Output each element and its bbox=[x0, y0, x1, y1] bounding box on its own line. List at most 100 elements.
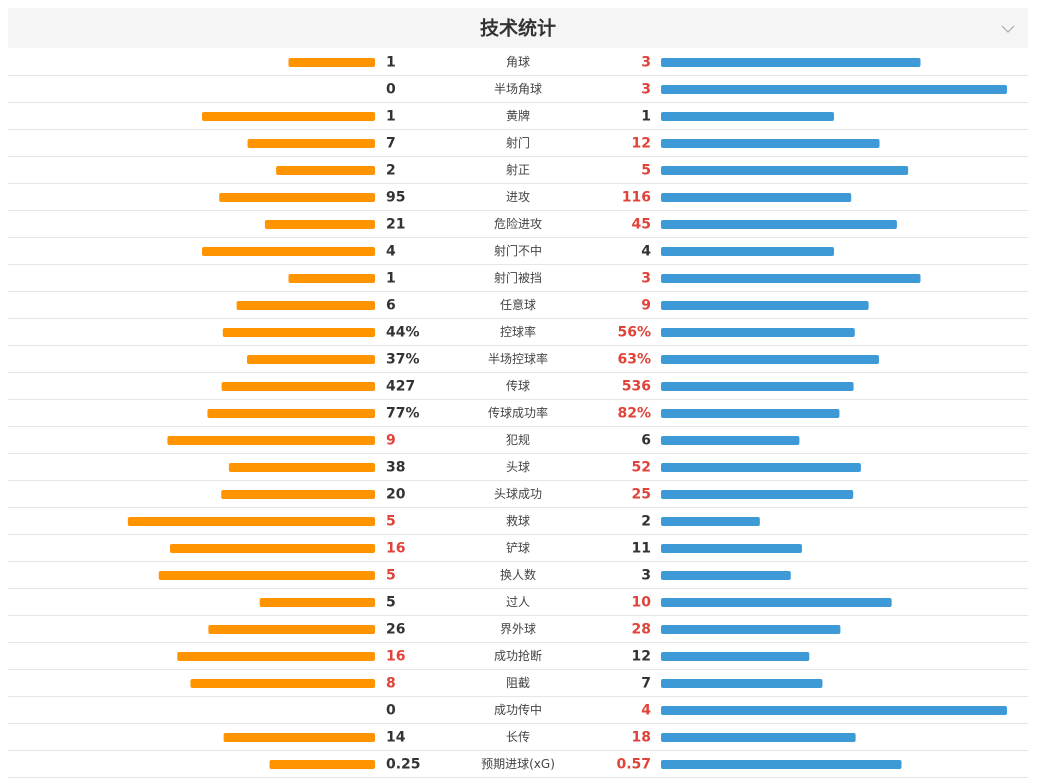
away-value: 3 bbox=[641, 271, 651, 287]
away-bar bbox=[661, 193, 852, 202]
home-bar bbox=[236, 301, 375, 310]
home-bar bbox=[202, 112, 375, 121]
home-bar bbox=[127, 517, 375, 526]
home-value: 26 bbox=[386, 622, 405, 638]
home-bar bbox=[246, 355, 375, 364]
home-bar bbox=[288, 274, 375, 283]
away-bar bbox=[661, 220, 897, 229]
stat-label: 长传 bbox=[506, 729, 530, 744]
away-value: 3 bbox=[641, 82, 651, 98]
away-value: 0.57 bbox=[616, 757, 651, 773]
home-bar bbox=[264, 220, 375, 229]
home-value: 37% bbox=[386, 352, 420, 368]
home-value: 95 bbox=[386, 190, 405, 206]
home-bar bbox=[276, 166, 375, 175]
home-value: 14 bbox=[386, 730, 406, 746]
home-bar bbox=[228, 463, 375, 472]
home-value: 4 bbox=[386, 244, 396, 260]
away-value: 9 bbox=[641, 298, 651, 314]
home-value: 20 bbox=[386, 487, 406, 503]
away-bar bbox=[661, 112, 834, 121]
away-value: 82% bbox=[617, 406, 651, 422]
away-value: 25 bbox=[632, 487, 651, 503]
home-value: 21 bbox=[386, 217, 405, 233]
away-value: 10 bbox=[632, 595, 652, 611]
home-bar bbox=[222, 328, 375, 337]
away-value: 4 bbox=[641, 703, 651, 719]
away-bar bbox=[661, 139, 880, 148]
stat-label: 危险进攻 bbox=[494, 216, 542, 231]
home-bar bbox=[269, 760, 375, 769]
stat-label: 角球 bbox=[506, 55, 530, 69]
home-bar bbox=[208, 625, 375, 634]
away-value: 2 bbox=[641, 514, 651, 530]
stat-label: 预期进球(xG) bbox=[481, 757, 555, 771]
away-value: 18 bbox=[632, 730, 651, 746]
home-bar bbox=[259, 598, 375, 607]
home-value: 16 bbox=[386, 649, 405, 665]
panel-title: 技术统计 bbox=[480, 17, 556, 40]
stat-label: 进攻 bbox=[506, 190, 530, 204]
away-bar bbox=[661, 463, 861, 472]
home-value: 8 bbox=[386, 676, 396, 692]
collapse-toggle[interactable] bbox=[1001, 25, 1015, 33]
stat-label: 射门 bbox=[506, 135, 530, 150]
home-bar bbox=[219, 193, 375, 202]
home-value: 7 bbox=[386, 136, 396, 152]
home-value: 1 bbox=[386, 271, 396, 287]
away-bar bbox=[661, 301, 869, 310]
stat-label: 过人 bbox=[506, 595, 530, 609]
away-value: 52 bbox=[632, 460, 651, 476]
stat-label: 成功传中 bbox=[494, 702, 542, 717]
away-bar bbox=[661, 58, 921, 67]
header-bar bbox=[8, 8, 1028, 48]
stat-label: 任意球 bbox=[500, 297, 536, 312]
home-value: 5 bbox=[386, 514, 396, 530]
home-value: 0.25 bbox=[386, 757, 421, 773]
away-value: 28 bbox=[632, 622, 651, 638]
away-bar bbox=[661, 571, 791, 580]
away-bar bbox=[661, 652, 810, 661]
stat-label: 头球成功 bbox=[494, 487, 542, 501]
home-value: 2 bbox=[386, 163, 396, 179]
home-value: 9 bbox=[386, 433, 396, 449]
stat-label: 救球 bbox=[506, 513, 530, 528]
away-bar bbox=[661, 517, 760, 526]
away-bar bbox=[661, 679, 823, 688]
away-value: 12 bbox=[632, 649, 651, 665]
away-value: 7 bbox=[641, 676, 651, 692]
home-bar bbox=[247, 139, 375, 148]
away-value: 45 bbox=[632, 217, 651, 233]
stat-label: 换人数 bbox=[500, 567, 536, 582]
away-bar bbox=[661, 274, 921, 283]
away-bar bbox=[661, 490, 854, 499]
stat-label: 传球成功率 bbox=[488, 405, 548, 420]
away-value: 4 bbox=[641, 244, 651, 260]
away-bar bbox=[661, 760, 902, 769]
home-value: 5 bbox=[386, 568, 396, 584]
stat-label: 黄牌 bbox=[506, 109, 530, 123]
home-value: 1 bbox=[386, 55, 396, 71]
home-bar bbox=[221, 382, 375, 391]
home-bar bbox=[202, 247, 375, 256]
home-bar bbox=[190, 679, 375, 688]
away-bar bbox=[661, 85, 1007, 94]
away-bar bbox=[661, 436, 800, 445]
away-value: 116 bbox=[622, 190, 651, 206]
stat-label: 半场控球率 bbox=[488, 351, 548, 366]
away-bar bbox=[661, 166, 909, 175]
home-bar bbox=[158, 571, 375, 580]
away-bar bbox=[661, 328, 855, 337]
stat-label: 射门被挡 bbox=[494, 270, 542, 285]
away-bar bbox=[661, 625, 841, 634]
stat-label: 传球 bbox=[506, 378, 530, 393]
home-value: 0 bbox=[386, 82, 396, 98]
home-bar bbox=[169, 544, 375, 553]
stat-label: 头球 bbox=[506, 460, 530, 474]
stat-label: 阻截 bbox=[506, 676, 530, 690]
home-value: 44% bbox=[386, 325, 420, 341]
stat-label: 成功抢断 bbox=[494, 648, 542, 663]
home-value: 77% bbox=[386, 406, 420, 422]
home-value: 427 bbox=[386, 379, 415, 395]
